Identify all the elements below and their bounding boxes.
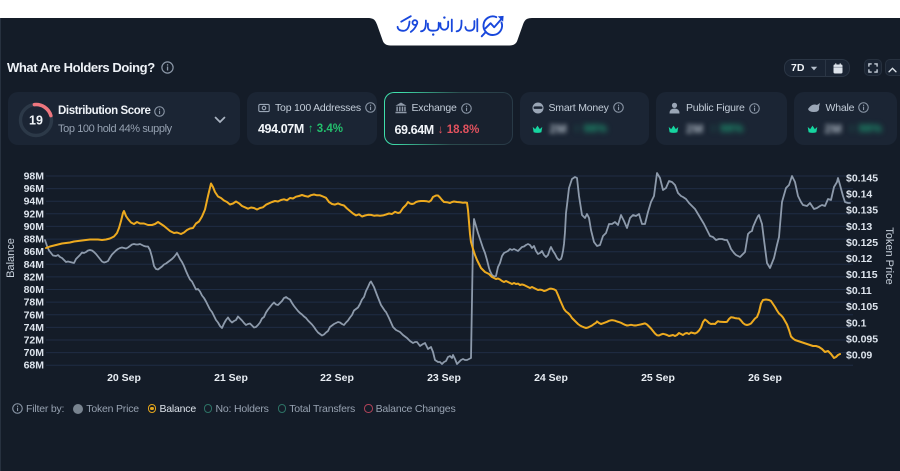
svg-text:70M: 70M — [24, 347, 45, 359]
svg-text:24 Sep: 24 Sep — [534, 372, 568, 384]
svg-text:$0.12: $0.12 — [846, 253, 872, 265]
svg-text:$0.11: $0.11 — [846, 285, 872, 297]
svg-text:86M: 86M — [24, 246, 45, 258]
svg-text:92M: 92M — [24, 208, 45, 220]
svg-text:72M: 72M — [24, 335, 45, 347]
svg-text:96M: 96M — [24, 183, 45, 195]
svg-text:82M: 82M — [24, 271, 45, 283]
svg-text:Balance: Balance — [5, 238, 17, 278]
svg-text:78M: 78M — [24, 297, 45, 309]
svg-text:$0.135: $0.135 — [846, 205, 878, 217]
svg-text:$0.14: $0.14 — [846, 189, 872, 201]
svg-text:68M: 68M — [24, 360, 45, 372]
svg-text:$0.125: $0.125 — [846, 237, 878, 249]
svg-text:$0.145: $0.145 — [846, 173, 878, 185]
svg-text:90M: 90M — [24, 221, 45, 233]
svg-text:23 Sep: 23 Sep — [427, 372, 461, 384]
svg-text:25 Sep: 25 Sep — [641, 372, 675, 384]
svg-text:$0.095: $0.095 — [846, 333, 878, 345]
svg-text:$0.13: $0.13 — [846, 221, 872, 233]
svg-text:80M: 80M — [24, 284, 45, 296]
svg-text:76M: 76M — [24, 309, 45, 321]
svg-text:21 Sep: 21 Sep — [214, 372, 248, 384]
svg-text:22 Sep: 22 Sep — [320, 372, 354, 384]
svg-text:74M: 74M — [24, 322, 45, 334]
svg-text:88M: 88M — [24, 234, 45, 246]
svg-text:$0.1: $0.1 — [846, 317, 867, 329]
svg-text:$0.115: $0.115 — [846, 269, 878, 281]
svg-text:84M: 84M — [24, 259, 45, 271]
svg-text:26 Sep: 26 Sep — [748, 372, 782, 384]
svg-text:Token Price: Token Price — [883, 227, 895, 284]
svg-text:20 Sep: 20 Sep — [107, 372, 141, 384]
svg-text:$0.09: $0.09 — [846, 350, 872, 362]
svg-text:$0.105: $0.105 — [846, 301, 878, 313]
svg-text:94M: 94M — [24, 196, 45, 208]
svg-text:19: 19 — [29, 114, 43, 128]
svg-text:98M: 98M — [24, 171, 45, 183]
